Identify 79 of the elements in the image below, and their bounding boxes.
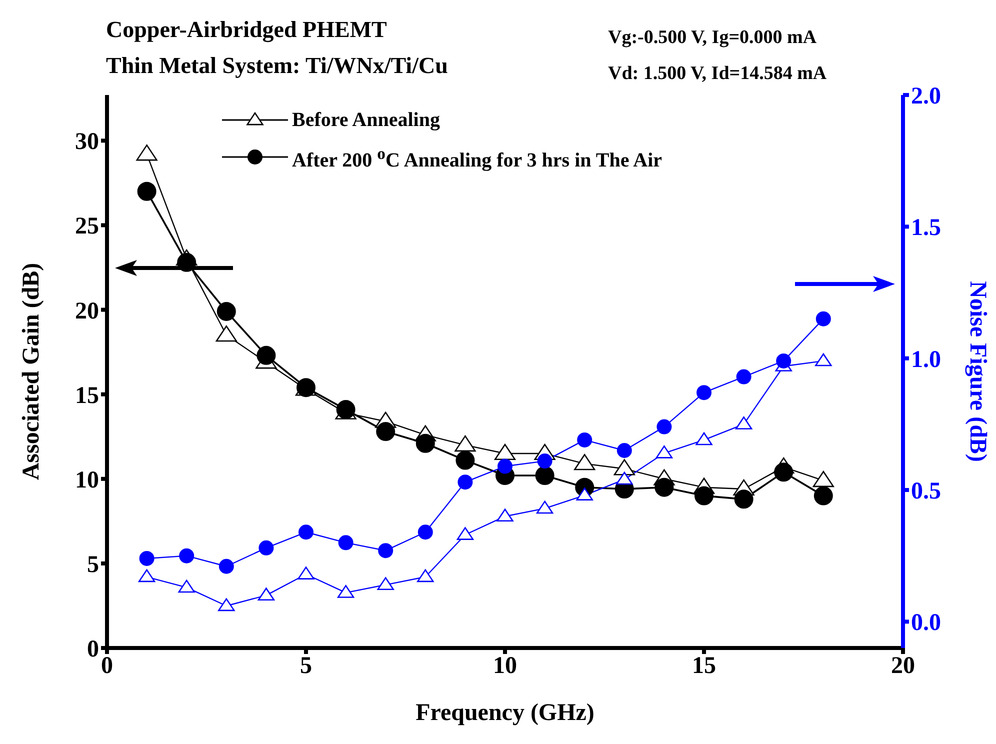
x-tick-label: 10	[493, 653, 517, 680]
point	[256, 346, 276, 365]
point	[614, 459, 635, 476]
y2-tick-label: 0.5	[911, 478, 941, 505]
y2-tick-label: 1.5	[911, 215, 941, 242]
point	[218, 558, 234, 574]
point	[298, 524, 314, 540]
point	[494, 444, 516, 460]
point	[139, 550, 154, 566]
point	[776, 353, 792, 368]
y2-tick-label: 0.0	[911, 610, 941, 636]
point	[736, 369, 752, 384]
text: Vg:-0.500 V, Ig=0.000 mA	[608, 27, 817, 48]
y-axis-title: Associated Gain (dB)	[18, 262, 45, 480]
point	[537, 454, 552, 469]
point	[418, 524, 433, 540]
point	[336, 400, 356, 420]
text: Vd: 1.500 V, Id=14.584 mA	[608, 63, 827, 84]
point	[654, 478, 674, 497]
y-tick-label: 25	[75, 214, 99, 240]
y2-tick-label: 2.0	[911, 84, 941, 110]
point	[815, 353, 832, 366]
point	[258, 540, 274, 556]
x-axis-title: Frequency (GHz)	[416, 700, 594, 726]
point	[574, 454, 596, 470]
y-tick-label: 15	[75, 382, 99, 409]
point	[417, 569, 434, 582]
point	[734, 490, 754, 509]
point	[337, 585, 354, 598]
y2-tick-label: 1.0	[911, 346, 941, 373]
x-tick-label: 15	[692, 653, 716, 680]
point	[136, 144, 158, 161]
point	[696, 432, 712, 446]
point	[458, 474, 473, 490]
legend-label: Before Annealing	[292, 108, 440, 133]
y-tick-label: 10	[75, 467, 99, 494]
y-tick-label: 30	[75, 129, 99, 156]
point	[496, 508, 514, 522]
point	[298, 566, 314, 580]
point	[656, 445, 673, 458]
point	[376, 422, 396, 442]
point	[179, 548, 194, 564]
point	[378, 543, 394, 558]
point	[138, 569, 156, 582]
point	[258, 588, 275, 601]
point	[616, 443, 632, 458]
point	[377, 577, 394, 590]
point	[535, 466, 554, 486]
point	[816, 311, 831, 326]
point	[814, 486, 833, 506]
point	[218, 598, 235, 612]
x-tick-label: 5	[300, 653, 312, 680]
point	[735, 416, 752, 430]
point	[416, 434, 435, 453]
point	[696, 385, 712, 400]
point	[456, 527, 474, 540]
y-tick-label: 0	[87, 636, 99, 663]
point	[454, 435, 476, 452]
point	[216, 325, 237, 342]
point	[178, 580, 195, 593]
chart-title: Copper-Airbridged PHEMT	[106, 17, 387, 42]
y2-axis-title: Noise Figure (dB)	[964, 281, 990, 462]
y-tick-label: 20	[75, 298, 99, 324]
x-tick-label: 20	[891, 653, 915, 680]
point	[456, 450, 475, 470]
point	[498, 458, 512, 474]
point	[656, 419, 672, 434]
point	[216, 302, 236, 321]
point	[812, 470, 834, 488]
point	[536, 500, 554, 514]
chart-subtitle: Thin Metal System: Ti/WNx/Ti/Cu	[106, 53, 448, 78]
legend-label: After 200 $^{o}$C Annealing for 3 hrs in The Air	[292, 143, 662, 174]
point	[576, 488, 593, 500]
point	[137, 182, 156, 201]
point	[577, 432, 592, 448]
point	[338, 535, 354, 550]
point	[694, 486, 714, 506]
point	[616, 472, 633, 485]
y-tick-label: 5	[87, 552, 99, 578]
